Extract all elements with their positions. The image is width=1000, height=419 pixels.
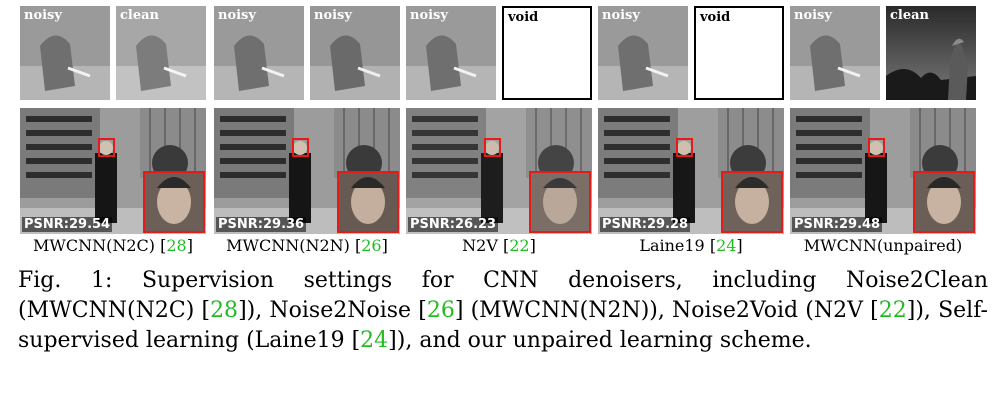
noisy-thumbnail: noisy	[310, 6, 400, 100]
method-label: N2V [22]	[462, 236, 536, 255]
psnr-label: PSNR:29.36	[216, 217, 307, 232]
method-name: MWCNN(N2C)	[33, 236, 156, 255]
noisy-thumbnail: noisy	[406, 6, 496, 100]
citation-link[interactable]: 24	[716, 236, 737, 255]
method-name: MWCNN(unpaired)	[803, 236, 963, 255]
psnr-label: PSNR:29.54	[22, 217, 113, 232]
void-target: void	[694, 6, 784, 100]
caption-text: ]), and our unpaired learning scheme.	[388, 328, 812, 353]
noisy-thumbnail: noisy	[790, 6, 880, 100]
psnr-label: PSNR:26.23	[408, 217, 499, 232]
method-name: N2V	[462, 236, 498, 255]
noisy-tag: noisy	[602, 8, 640, 23]
panel-n2n: noisy noisy PSN	[214, 6, 400, 234]
training-pair: noisy void	[598, 6, 784, 100]
citation-link[interactable]: 22	[878, 298, 907, 323]
result-image: PSNR:29.48	[790, 108, 976, 234]
figure-caption: Fig. 1: Supervision settings for CNN den…	[18, 266, 988, 356]
void-target: void	[502, 6, 592, 100]
noisy-thumbnail: noisy	[598, 6, 688, 100]
method-label: Laine19 [24]	[639, 236, 743, 255]
noisy-tag: noisy	[218, 8, 256, 23]
caption-text: ]), Self-supervised learning (Laine19 [	[18, 298, 988, 353]
training-pair: noisy noisy	[214, 6, 400, 100]
panel-unpaired: noisy clean	[790, 6, 976, 234]
clean-tag: clean	[120, 8, 159, 23]
noisy-tag: noisy	[314, 8, 352, 23]
result-image: PSNR:29.54	[20, 108, 206, 234]
result-image: PSNR:29.28	[598, 108, 784, 234]
method-label: MWCNN(unpaired)	[783, 236, 983, 255]
method-name: MWCNN(N2N)	[226, 236, 350, 255]
psnr-label: PSNR:29.28	[600, 217, 691, 232]
noisy-tag: noisy	[794, 8, 832, 23]
citation-link[interactable]: 28	[166, 236, 187, 255]
citation-link[interactable]: 22	[509, 236, 530, 255]
training-pair: noisy clean	[790, 6, 976, 100]
method-label: MWCNN(N2C) [28]	[33, 236, 193, 255]
training-pair: noisy clean	[20, 6, 206, 100]
citation-link[interactable]: 26	[361, 236, 382, 255]
panel-n2v: noisy void PSNR:26.23	[406, 6, 592, 234]
caption-text: Supervision settings for CNN denoisers, …	[18, 268, 989, 323]
citation-link[interactable]: 26	[426, 298, 455, 323]
noisy-thumbnail: noisy	[20, 6, 110, 100]
noisy-tag: noisy	[24, 8, 62, 23]
method-name: Laine19	[639, 236, 705, 255]
panel-laine19: noisy void PSNR:29.28	[598, 6, 784, 234]
caption-text: ]), Noise2Noise [	[238, 298, 427, 323]
caption-text: ] (MWCNN(N2N)), Noise2Void (N2V [	[454, 298, 879, 323]
void-tag: void	[508, 10, 539, 25]
result-image: PSNR:29.36	[214, 108, 400, 234]
citation-link[interactable]: 24	[360, 328, 389, 353]
psnr-label: PSNR:29.48	[792, 217, 883, 232]
clean-thumbnail: clean	[116, 6, 206, 100]
method-label: MWCNN(N2N) [26]	[226, 236, 388, 255]
clean-thumbnail: clean	[886, 6, 976, 100]
panel-n2c: noisy clean PSN	[20, 6, 206, 234]
void-tag: void	[700, 10, 731, 25]
caption-label: Fig. 1:	[18, 268, 113, 293]
citation-link[interactable]: 28	[210, 298, 239, 323]
training-pair: noisy void	[406, 6, 592, 100]
noisy-tag: noisy	[410, 8, 448, 23]
result-image: PSNR:26.23	[406, 108, 592, 234]
clean-tag: clean	[890, 8, 929, 23]
noisy-thumbnail: noisy	[214, 6, 304, 100]
